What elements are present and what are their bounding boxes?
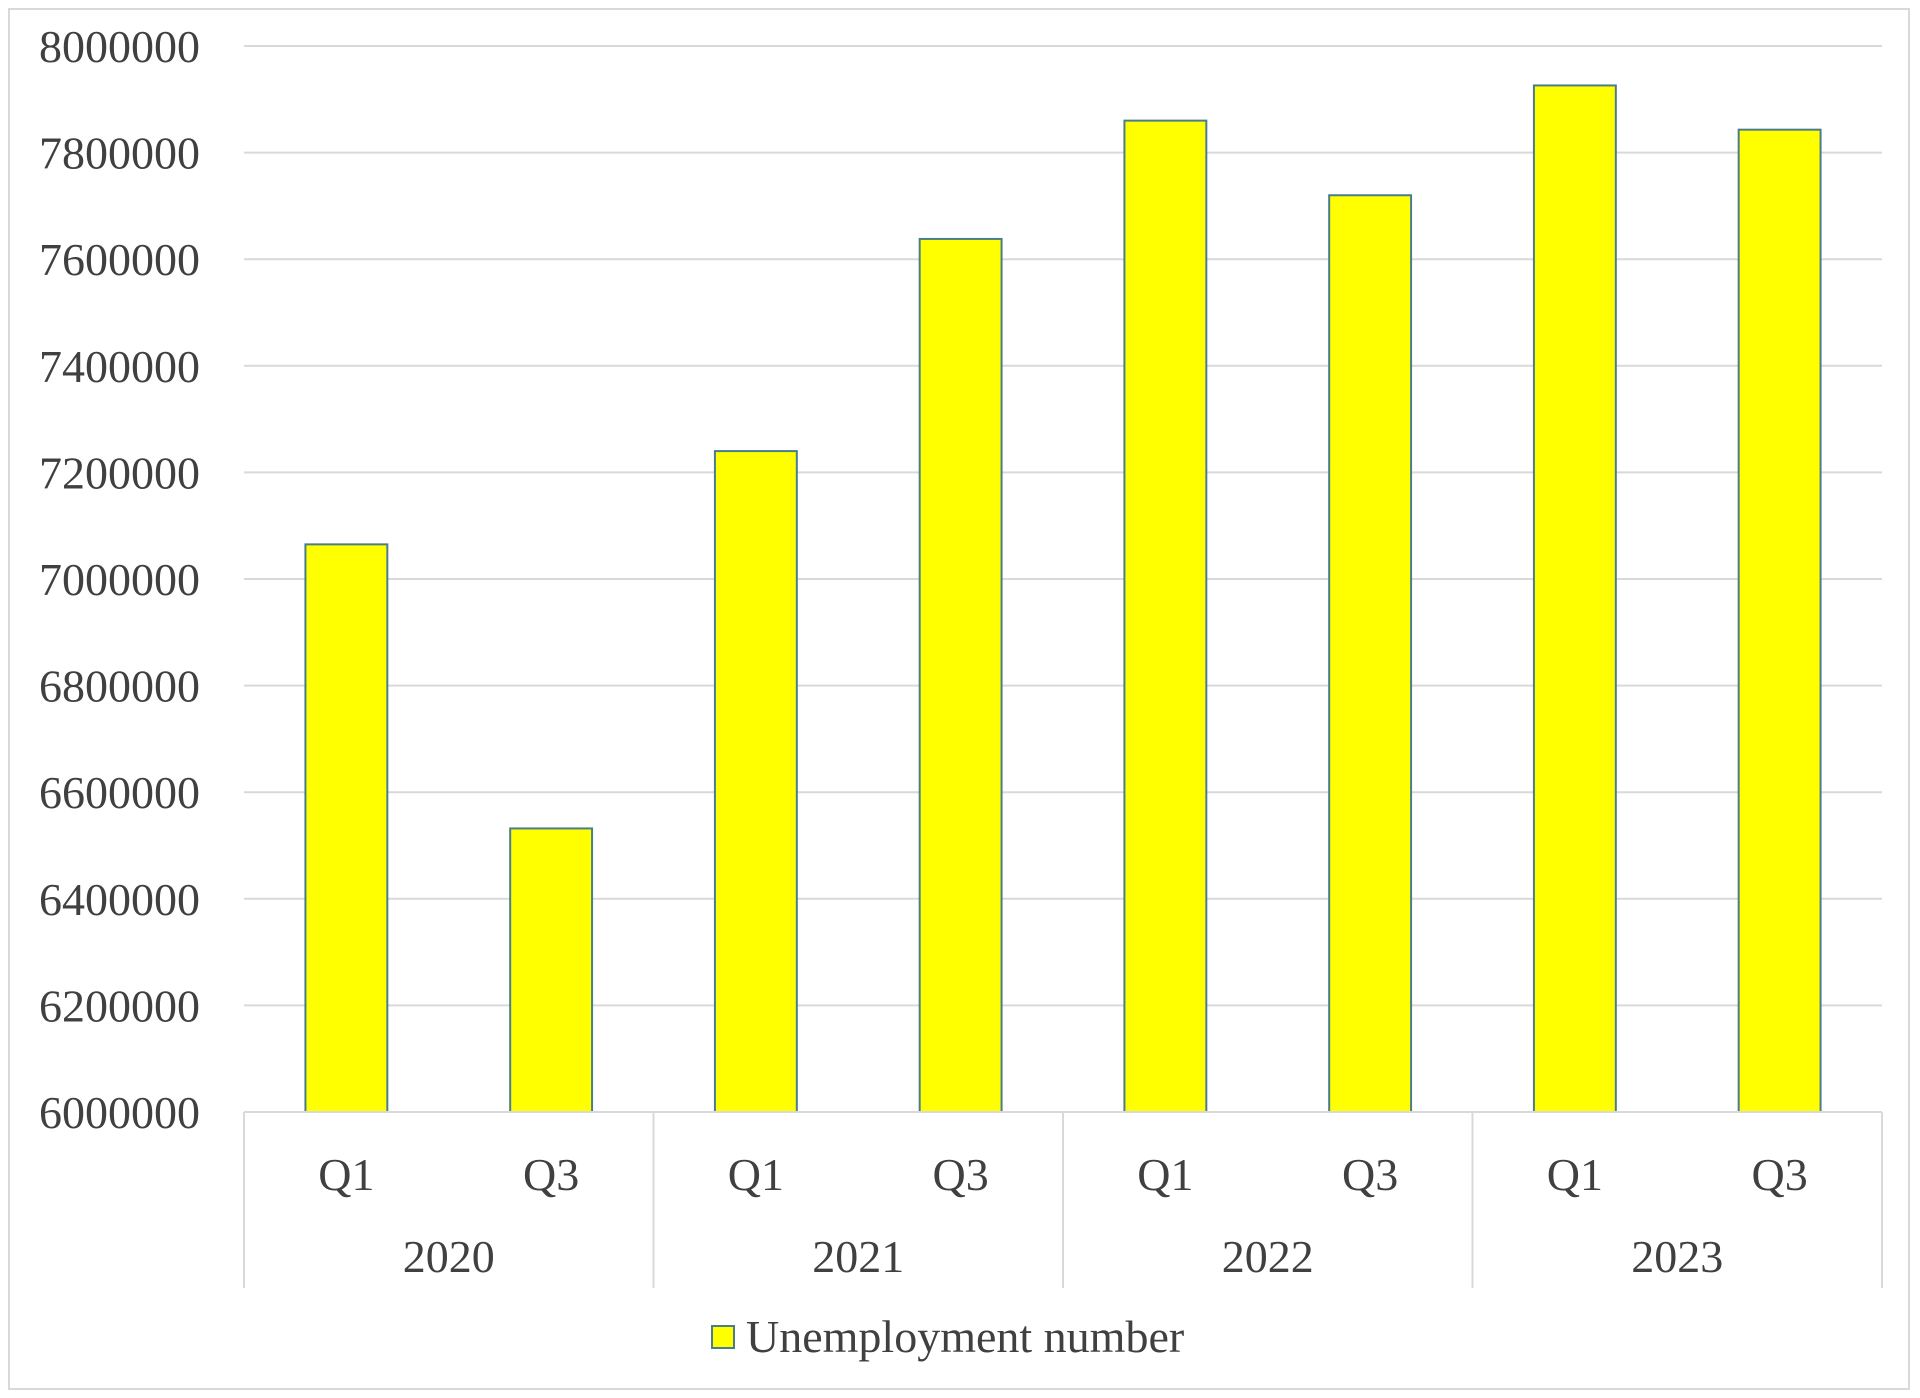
y-tick-label: 6000000 (39, 1087, 200, 1138)
x-tick-label-year: 2022 (1222, 1231, 1314, 1282)
legend-swatch (711, 1325, 735, 1349)
y-axis-tick-labels: 8000000 7800000 7600000 7400000 7200000 70000… (39, 21, 200, 1138)
y-tick-label: 7200000 (39, 447, 200, 498)
bar (304, 543, 389, 1113)
y-tick-label: 7000000 (39, 554, 200, 605)
y-tick-label: 6400000 (39, 874, 200, 925)
y-tick-label: 6600000 (39, 767, 200, 818)
bar (1123, 119, 1208, 1114)
bars (304, 84, 1822, 1114)
bar (713, 450, 798, 1113)
x-tick-label-year: 2023 (1631, 1231, 1723, 1282)
x-tick-label-quarter: Q1 (1547, 1149, 1603, 1200)
bar (1532, 84, 1617, 1113)
x-tick-label-quarter: Q1 (318, 1149, 374, 1200)
x-tick-label-year: 2021 (812, 1231, 904, 1282)
legend-label: Unemployment number (746, 1311, 1184, 1362)
y-tick-label: 6200000 (39, 980, 200, 1031)
x-tick-label-quarter: Q1 (728, 1149, 784, 1200)
x-tick-label-quarter: Q1 (1137, 1149, 1193, 1200)
y-tick-label: 8000000 (39, 21, 200, 72)
x-tick-label-year: 2020 (403, 1231, 495, 1282)
bar (509, 827, 594, 1113)
x-tick-label-quarter: Q3 (523, 1149, 579, 1200)
x-tick-label-quarter: Q3 (1752, 1149, 1808, 1200)
x-tick-label-quarter: Q3 (933, 1149, 989, 1200)
bar (918, 237, 1003, 1114)
y-tick-label: 7400000 (39, 341, 200, 392)
bar (1737, 128, 1822, 1113)
legend: Unemployment number (711, 1311, 1184, 1362)
gridlines (244, 45, 1882, 1007)
bar (1328, 194, 1413, 1114)
y-tick-label: 6800000 (39, 661, 200, 712)
x-tick-label-quarter: Q3 (1342, 1149, 1398, 1200)
x-axis: Q1 Q3 Q1 Q3 Q1 Q3 Q1 Q3 2020 2021 2022 2023 (243, 1111, 1883, 1288)
y-tick-label: 7600000 (39, 234, 200, 285)
y-tick-label: 7800000 (39, 128, 200, 179)
